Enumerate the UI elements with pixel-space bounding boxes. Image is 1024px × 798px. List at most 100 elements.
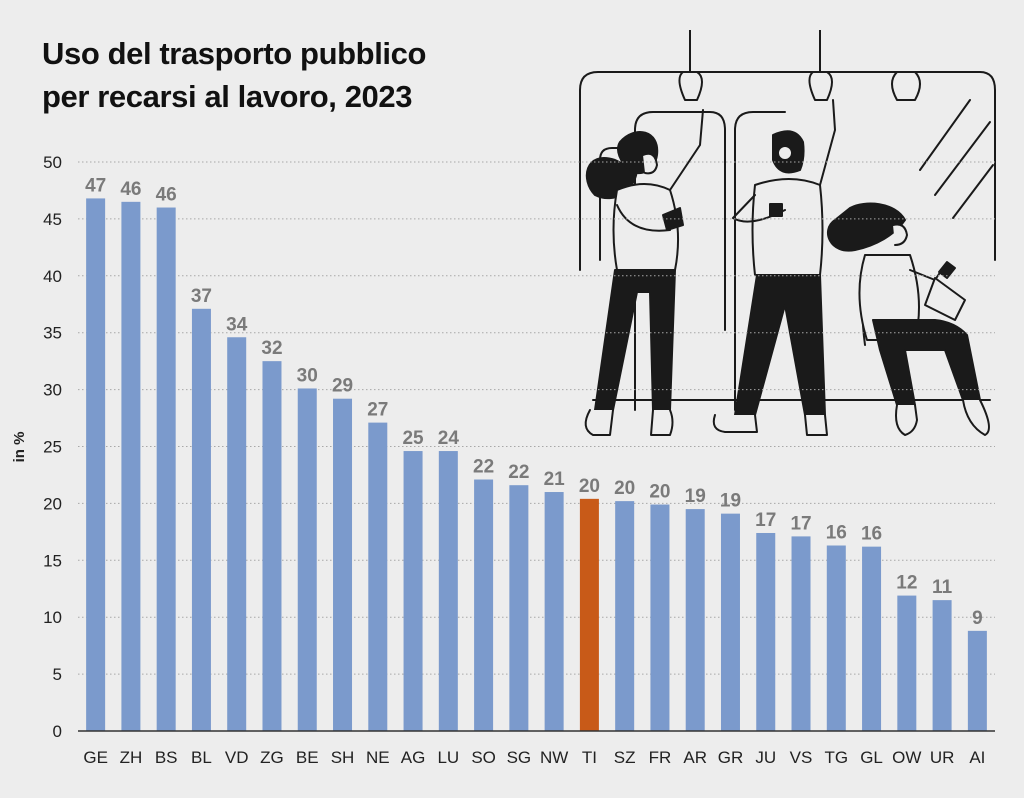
gridlines — [78, 161, 995, 675]
bar-vd — [227, 337, 247, 731]
y-tick-label: 50 — [43, 153, 62, 172]
x-tick-label: GL — [860, 748, 883, 767]
bar-ur — [932, 600, 952, 731]
x-tick-label: NE — [366, 748, 390, 767]
x-tick-label: VS — [790, 748, 813, 767]
value-label: 32 — [261, 338, 282, 359]
value-label: 34 — [226, 314, 248, 335]
bar-ar — [685, 509, 705, 731]
x-tick-label: BS — [155, 748, 178, 767]
x-tick-label: TI — [582, 748, 597, 767]
commuters-illustration — [579, 30, 996, 436]
x-tick-label: NW — [540, 748, 568, 767]
y-axis-label: in % — [11, 432, 28, 463]
y-tick-label: 25 — [43, 438, 62, 457]
bar-vs — [791, 536, 811, 731]
y-tick-label: 40 — [43, 267, 62, 286]
bar-ow — [897, 595, 917, 731]
bar-bl — [191, 308, 211, 731]
x-tick-label: JU — [755, 748, 776, 767]
value-label: 21 — [544, 469, 566, 490]
y-tick-label: 45 — [43, 210, 62, 229]
value-label: 47 — [85, 175, 106, 196]
value-label: 46 — [120, 179, 141, 200]
bar-bs — [156, 207, 176, 731]
x-tick-label: OW — [892, 748, 921, 767]
value-label: 9 — [972, 608, 983, 629]
x-tick-label: BE — [296, 748, 319, 767]
value-label: 37 — [191, 286, 212, 307]
bar-so — [474, 479, 494, 731]
value-labels: 47 46 46 37 34 32 30 29 27 25 24 22 22 21 20 20 20 19 19 17… — [85, 175, 983, 628]
x-tick-label: GE — [83, 748, 108, 767]
y-tick-label: 20 — [43, 494, 62, 513]
x-tick-label: AR — [683, 748, 707, 767]
bar-fr — [650, 504, 670, 731]
y-axis-ticks: 0 5 10 15 20 25 30 35 40 45 50 — [43, 153, 62, 741]
value-label: 29 — [332, 376, 353, 397]
bar-zh — [121, 201, 141, 731]
x-tick-label: AG — [401, 748, 426, 767]
value-label: 19 — [685, 486, 706, 507]
y-tick-label: 35 — [43, 324, 62, 343]
value-label: 11 — [932, 577, 953, 598]
value-label: 20 — [579, 476, 600, 497]
chart-title-line-1: Uso del trasporto pubblico — [42, 36, 427, 71]
bar-ti — [579, 498, 599, 731]
bar-sh — [333, 398, 353, 731]
x-tick-label: LU — [437, 748, 459, 767]
value-label: 16 — [861, 524, 882, 545]
chart-title-line-2: per recarsi al lavoro, 2023 — [42, 79, 413, 114]
bar-zg — [262, 361, 282, 731]
bar-nw — [544, 492, 564, 731]
x-tick-label: GR — [718, 748, 744, 767]
x-tick-label: SG — [507, 748, 532, 767]
value-label: 17 — [790, 513, 811, 534]
value-label: 20 — [649, 482, 670, 503]
x-tick-label: FR — [649, 748, 672, 767]
value-label: 22 — [473, 457, 494, 478]
x-tick-label: SH — [331, 748, 355, 767]
x-tick-label: AI — [969, 748, 985, 767]
y-tick-label: 0 — [53, 722, 62, 741]
bar-tg — [826, 545, 846, 731]
y-tick-label: 5 — [53, 665, 62, 684]
value-label: 22 — [508, 462, 529, 483]
value-label: 19 — [720, 491, 741, 512]
value-label: 27 — [367, 400, 388, 421]
bar-ge — [86, 198, 106, 731]
x-tick-label: ZG — [260, 748, 284, 767]
bar-ne — [368, 422, 388, 731]
bar-sg — [509, 485, 529, 731]
y-tick-label: 10 — [43, 608, 62, 627]
x-tick-label: SO — [471, 748, 496, 767]
bar-gr — [720, 513, 740, 731]
y-tick-label: 15 — [43, 551, 62, 570]
bar-ag — [403, 451, 423, 731]
value-label: 46 — [156, 185, 177, 206]
bar-sz — [615, 501, 635, 731]
value-label: 20 — [614, 478, 635, 499]
y-tick-label: 30 — [43, 381, 62, 400]
x-tick-label: UR — [930, 748, 955, 767]
bar-gl — [862, 546, 882, 731]
x-tick-label: SZ — [614, 748, 636, 767]
value-label: 30 — [297, 365, 318, 386]
x-tick-label: VD — [225, 748, 249, 767]
value-label: 17 — [755, 510, 776, 531]
bar-ju — [756, 532, 776, 731]
value-label: 25 — [402, 428, 424, 449]
value-label: 16 — [826, 523, 847, 544]
x-tick-label: TG — [824, 748, 848, 767]
bar-be — [297, 388, 317, 731]
chart-title: Uso del trasporto pubblico per recarsi a… — [42, 32, 426, 118]
bar-ai — [967, 630, 987, 731]
value-label: 24 — [438, 428, 460, 449]
value-label: 12 — [896, 573, 917, 594]
bar-lu — [438, 451, 458, 731]
bars — [86, 198, 987, 731]
x-axis-ticks: GE ZH BS BL VD ZG BE SH NE AG LU SO SG NW TI SZ FR AR GR JU… — [83, 748, 985, 767]
x-tick-label: BL — [191, 748, 212, 767]
x-tick-label: ZH — [120, 748, 143, 767]
